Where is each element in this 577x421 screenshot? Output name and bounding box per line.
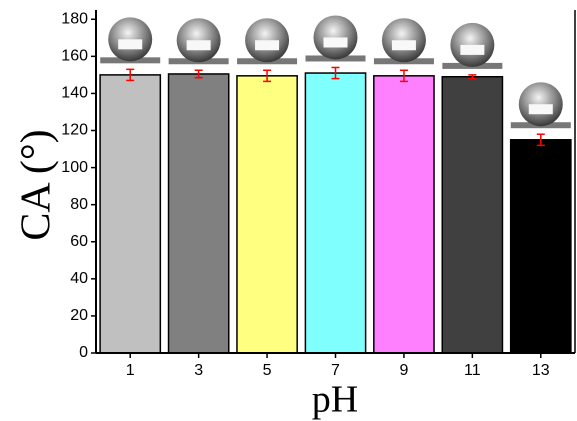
y-tick-label: 20: [70, 307, 88, 324]
y-tick-label: 40: [70, 270, 88, 287]
y-tick-label: 120: [61, 122, 88, 139]
y-tick-label: 180: [61, 10, 88, 27]
x-tick-label: 3: [194, 362, 203, 379]
droplet-reflection: [460, 45, 484, 55]
droplet-reflection: [118, 39, 142, 49]
x-tick-label: 7: [331, 362, 340, 379]
droplet-reflection: [255, 40, 279, 50]
y-tick-label: 60: [70, 233, 88, 250]
x-tick-label: 1: [126, 362, 135, 379]
bar: [374, 76, 434, 353]
x-tick-label: 5: [263, 362, 272, 379]
y-tick-label: 160: [61, 48, 88, 65]
bar: [100, 75, 160, 353]
droplet-reflection: [324, 37, 348, 47]
bar: [442, 77, 502, 353]
x-tick-label: 11: [464, 362, 481, 379]
x-axis-label: pH: [312, 379, 358, 421]
droplet-reflection: [187, 40, 211, 50]
bar: [511, 140, 571, 353]
bar: [169, 74, 229, 353]
bar: [237, 76, 297, 353]
y-tick-label: 0: [79, 344, 88, 361]
droplet-reflection: [529, 104, 553, 114]
bar: [305, 73, 365, 353]
y-tick-label: 80: [70, 196, 88, 213]
y-tick-label: 140: [61, 85, 88, 102]
y-axis-label: CA (°): [14, 129, 60, 240]
droplet-reflection: [392, 40, 416, 50]
y-tick-label: 100: [61, 159, 88, 176]
chart: CA (°) pH 020406080100120140160180135791…: [0, 0, 577, 421]
x-tick-label: 9: [399, 362, 408, 379]
x-tick-label: 13: [532, 362, 550, 379]
